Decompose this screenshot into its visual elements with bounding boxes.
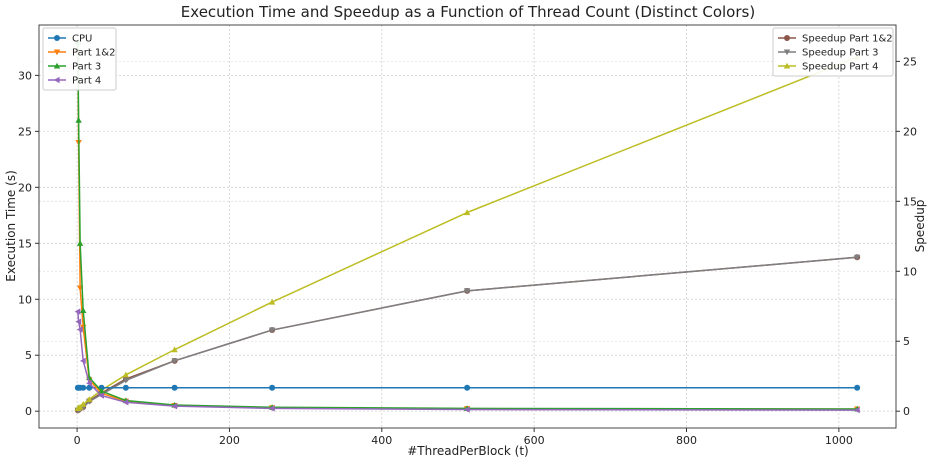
legend-entry-speedup-part-3: Speedup Part 3 bbox=[778, 48, 879, 59]
legend-entry-speedup-part-1and2: Speedup Part 1&2 bbox=[778, 34, 893, 45]
part-4-point bbox=[171, 402, 178, 410]
part-3-point bbox=[75, 116, 82, 123]
y-tick-label-right: 15 bbox=[903, 195, 917, 208]
legend-label: Part 3 bbox=[72, 62, 101, 73]
legend-right: Speedup Part 1&2 Speedup Part 3 Speedup Pa… bbox=[772, 27, 894, 77]
cpu-point bbox=[854, 384, 861, 391]
part-3-point bbox=[79, 307, 87, 314]
x-axis-label: #ThreadPerBlock (t) bbox=[407, 444, 528, 458]
part-4-point bbox=[98, 392, 105, 399]
y-tick-label-right: 10 bbox=[903, 265, 917, 278]
chart-title: Execution Time and Speedup as a Function… bbox=[181, 3, 755, 21]
x-tick-label: 0 bbox=[74, 434, 81, 447]
y-tick-label-left: 15 bbox=[18, 237, 32, 250]
speedup-part-4-point bbox=[122, 371, 130, 378]
legend-entry-part-1and2: Part 1&2 bbox=[48, 48, 115, 59]
speedup-part-3-point bbox=[853, 254, 861, 261]
legend-marker bbox=[53, 76, 60, 84]
cpu-point bbox=[80, 384, 87, 391]
y-tick-label-left: 10 bbox=[18, 293, 32, 306]
y-tick-label-right: 25 bbox=[903, 55, 917, 68]
speedup-part-4-point bbox=[171, 346, 178, 353]
legend-box bbox=[42, 27, 117, 91]
y-tick-label-left: 0 bbox=[25, 405, 32, 418]
x-tick-label: 1000 bbox=[825, 434, 853, 447]
part-3-point bbox=[76, 240, 84, 246]
part-4-point bbox=[463, 406, 470, 413]
legend-label: Part 4 bbox=[72, 76, 101, 87]
legend-label: Speedup Part 3 bbox=[802, 48, 879, 59]
part-4-point bbox=[79, 357, 86, 365]
speedup-part-4-point bbox=[463, 209, 471, 216]
legend-entry-part-4: Part 4 bbox=[48, 76, 101, 87]
speedup-part-3-point bbox=[268, 327, 276, 334]
legend-box bbox=[772, 27, 894, 77]
speedup-part-3-point bbox=[122, 377, 130, 384]
legend-marker bbox=[54, 35, 60, 41]
speedup-part-4-point bbox=[268, 298, 276, 305]
legend-label: CPU bbox=[72, 34, 92, 45]
speedup-part-3-point bbox=[463, 288, 471, 295]
cpu-point bbox=[122, 384, 129, 391]
cpu-point bbox=[86, 384, 93, 391]
part-4-point bbox=[74, 308, 81, 315]
legend-marker bbox=[53, 62, 61, 69]
legend-marker bbox=[783, 49, 791, 56]
part-4-point bbox=[853, 406, 860, 414]
legend-marker bbox=[783, 62, 791, 69]
legend-marker bbox=[53, 49, 61, 56]
y-tick-label-left: 5 bbox=[25, 349, 32, 362]
part-4-series bbox=[74, 308, 860, 414]
y-tick-label-left: 25 bbox=[18, 125, 32, 138]
y-axis-label-right: Speedup bbox=[913, 200, 927, 253]
part-4-point bbox=[75, 318, 82, 325]
speedup-part-3-point bbox=[171, 358, 178, 365]
legend-label: Part 1&2 bbox=[72, 48, 115, 59]
series-group bbox=[74, 38, 861, 414]
legend-label: Speedup Part 1&2 bbox=[802, 34, 893, 45]
speedup-part-4-series bbox=[74, 53, 861, 411]
part-3-point bbox=[98, 387, 105, 394]
y-axis-label-left: Execution Time (s) bbox=[4, 170, 18, 282]
part-4-line bbox=[77, 311, 858, 411]
legend-left: CPU Part 1&2 Part 3 Part 4 bbox=[42, 27, 117, 91]
part-4-point bbox=[76, 326, 83, 333]
speedup-part-4-line bbox=[77, 56, 858, 409]
axes: 0 200 400 600 800 1000 0 5 10 15 20 25 30 0 5 10 15 20 25 bbox=[18, 24, 917, 447]
part-1and2-line bbox=[77, 52, 858, 410]
x-tick-label: 200 bbox=[219, 434, 240, 447]
cpu-series bbox=[74, 384, 861, 391]
part-1and2-series bbox=[74, 50, 861, 413]
part-4-point bbox=[122, 399, 129, 406]
cpu-point bbox=[464, 384, 471, 391]
speedup-part-4-point bbox=[79, 401, 87, 407]
legend-marker bbox=[784, 35, 790, 41]
y-tick-label-right: 5 bbox=[903, 335, 910, 348]
speedup-part-4-point bbox=[86, 396, 93, 402]
legend-entry-part-3: Part 3 bbox=[48, 62, 101, 73]
y-tick-label-left: 20 bbox=[18, 181, 32, 194]
legend-label: Speedup Part 4 bbox=[802, 62, 879, 73]
cpu-point bbox=[269, 384, 276, 391]
legend-entry-speedup-part-4: Speedup Part 4 bbox=[778, 62, 879, 73]
x-tick-label: 600 bbox=[524, 434, 545, 447]
legend-entry-cpu: CPU bbox=[48, 34, 92, 45]
x-tick-label: 400 bbox=[371, 434, 392, 447]
x-tick-label: 800 bbox=[676, 434, 697, 447]
y-tick-label-right: 20 bbox=[903, 125, 917, 138]
cpu-point bbox=[171, 384, 178, 391]
y-tick-label-right: 0 bbox=[903, 405, 910, 418]
part-4-point bbox=[86, 380, 92, 387]
grid bbox=[39, 25, 896, 428]
part-4-point bbox=[268, 405, 275, 412]
y-tick-label-left: 30 bbox=[18, 69, 32, 82]
plot-frame bbox=[38, 24, 897, 429]
